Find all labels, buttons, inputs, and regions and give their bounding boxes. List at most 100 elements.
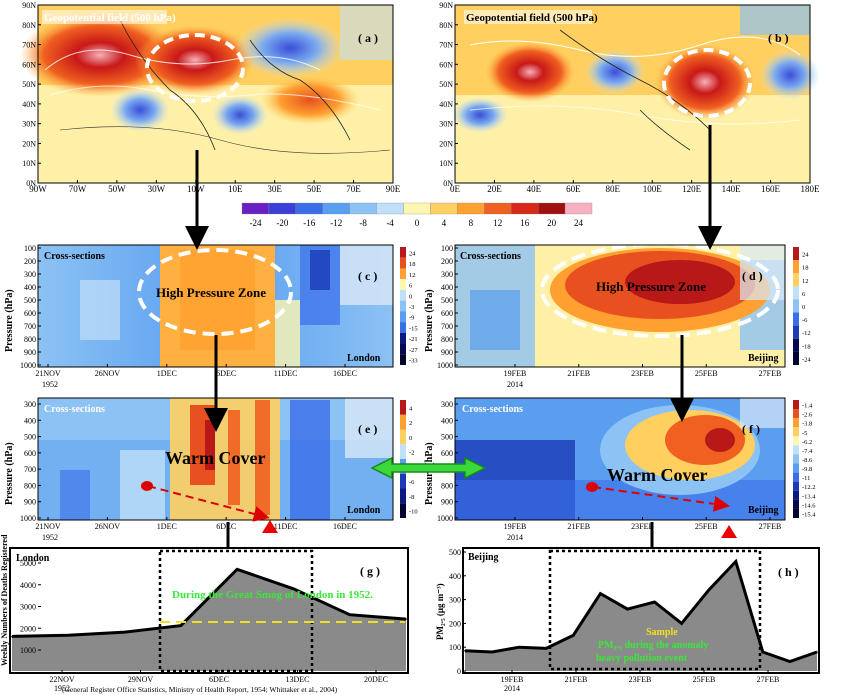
panel-f-colorbar-swatch (793, 490, 799, 500)
panel-f-city: Beijing (748, 505, 779, 516)
map-b-lat-tick-label: 30N (439, 120, 453, 129)
panel-c-title: Cross-sections (44, 251, 105, 262)
panel-d-colorbar-swatch (793, 247, 799, 261)
chart-h-point (762, 651, 764, 653)
map-b-lon-axis: 0E 20E 40E 60E 80E 100E 120E 140E 160E 180E (450, 180, 820, 194)
panel-f-colorbar-tick-label: -15.4 (802, 511, 816, 518)
main-colorbar-tick-label: -20 (276, 218, 288, 228)
panel-e-y-tick-label: 900 (24, 498, 36, 507)
map-b-lon-tick-label: 100E (643, 184, 663, 194)
map-a-lat-tick-label: 90N (22, 1, 36, 10)
map-b-label: ( b ) (768, 31, 789, 45)
chart-h-x-axis: 19FEB 21FEB 23FEB 25FEB 27FEB 2014 (501, 670, 779, 693)
map-a-lat-tick-label: 50N (22, 80, 36, 89)
chart-h-x-tick-label: 25FEB (693, 675, 716, 684)
panel-c-city: London (347, 353, 381, 364)
highlight-ellipse-a (145, 33, 245, 103)
panel-f-x-tick-label: 27FEB (759, 522, 782, 531)
panel-e-colorbar-tick-label: -10 (409, 509, 418, 516)
chart-h-highlight-box (548, 549, 762, 671)
panel-f-x-tick-label: 21FEB (567, 522, 590, 531)
panel-f-colorbar-swatch (793, 436, 799, 446)
map-b-lon-tick-label: 0E (450, 184, 461, 194)
panel-d-y-tick-label: 500 (441, 296, 453, 305)
main-colorbar-swatch (403, 202, 431, 215)
chart-g-ylabel: Weekly Numbers of Deaths Registered (0, 534, 9, 666)
map-b-lat-tick-label: 0N (443, 179, 453, 188)
panel-c-colorbar-swatch (400, 322, 406, 333)
panel-f-colorbar-tick-label: -2.6 (802, 412, 813, 419)
panel-e-year: 1952 (42, 533, 58, 542)
chart-g-line (11, 567, 407, 638)
panel-e-y-tick-label: 500 (24, 433, 36, 442)
panel-c-colorbar-swatch (400, 279, 406, 290)
panel-c-colorbar-tick-label: 6 (409, 283, 413, 290)
chart-h-point (680, 622, 683, 625)
chart-g-point (405, 618, 407, 620)
chart-h-point (707, 589, 710, 591)
map-a-label: ( a ) (358, 31, 378, 45)
panel-e-y-tick-label: 1000 (20, 514, 36, 523)
main-colorbar-tick-label: 12 (493, 218, 502, 228)
map-b: Geopotential field (500 hPa) ( b ) (452, 4, 820, 184)
main-colorbar-swatch (484, 202, 512, 215)
main-colorbar-tick-label: -8 (359, 218, 367, 228)
chart-h-point (518, 646, 520, 648)
panel-c-x-axis: 21NOV 26NOV 1DEC 6DEC 11DEC 16DEC 1952 (35, 364, 357, 389)
chart-h-point (464, 650, 466, 652)
panel-d-x-tick-label: 21FEB (567, 369, 590, 378)
panel-f-y-tick-label: 900 (441, 498, 453, 507)
panel-d-city: Beijing (748, 353, 779, 364)
map-b-lat-tick-label: 60N (439, 60, 453, 69)
panel-e-colorbar-swatch (400, 429, 406, 445)
panel-e-title: Cross-sections (44, 404, 105, 415)
panel-d-colorbar-swatch (793, 338, 799, 352)
panel-f-x-tick-label: 23FEB (631, 522, 654, 531)
panel-f-colorbar-tick-label: -14.6 (802, 502, 816, 509)
main-colorbar-tick-label: -4 (386, 218, 394, 228)
chart-h-y-tick-label: 500 (449, 548, 461, 557)
map-a-lat-tick-label: 0N (26, 179, 36, 188)
comparison-double-arrow (370, 456, 487, 480)
main-colorbar-swatch (268, 202, 296, 215)
main-colorbar-tick-label: 8 (469, 218, 474, 228)
panel-f-x-axis: 19FEB 21FEB 23FEB 25FEB 27FEB 2014 (504, 517, 782, 542)
chart-h-y-axis: 0 100 200 300 400 500 (449, 548, 466, 676)
chart-g-x-tick-label: 22NOV (49, 675, 75, 684)
panel-c-zone-label: High Pressure Zone (156, 285, 266, 300)
panel-d-colorbar-swatch (793, 299, 799, 313)
panel-d-colorbar-tick-label: 12 (802, 278, 809, 285)
panel-f-colorbar-tick-label: -1.4 (802, 403, 813, 410)
main-colorbar-swatch (457, 202, 485, 215)
panel-e-y-tick-label: 400 (24, 416, 36, 425)
panel-e-ylabel: Pressure (hPa) (4, 442, 15, 505)
chart-h-point (572, 634, 575, 637)
map-b-lat-tick-label: 70N (439, 41, 453, 50)
panel-f-colorbar-swatch (793, 409, 799, 419)
chart-h-point (735, 560, 737, 563)
chart-g-point (67, 634, 70, 637)
panel-c-colorbar-tick-label: -15 (409, 325, 418, 332)
chart-h-y-tick-label: 100 (449, 643, 461, 652)
map-b-title: Geopotential field (500 hPa) (466, 12, 598, 24)
panel-c-y-tick-label: 900 (24, 348, 36, 357)
map-b-lon-tick-label: 180E (801, 184, 821, 194)
panel-d-x-axis: 19FEB 21FEB 23FEB 25FEB 27FEB 2014 (504, 364, 781, 389)
panel-e-colorbar-tick-label: 4 (409, 405, 413, 412)
chart-g-y-tick-label: 2000 (20, 624, 36, 633)
map-a-lat-tick-label: 40N (22, 100, 36, 109)
panel-c-colorbar: 24 18 12 6 0 -3 -9 -15 -21 -27 -33 (400, 247, 418, 365)
main-colorbar-tick-label: -12 (330, 218, 342, 228)
panel-e-cover-label: Warm Cover (165, 448, 265, 468)
main-colorbar-tick-label: -16 (303, 218, 315, 228)
map-b-lat-tick-label: 50N (439, 80, 453, 89)
map-a-lon-tick-label: 50W (108, 184, 126, 194)
panel-c-x-tick-label: 6DEC (216, 369, 236, 378)
panel-f-title: Cross-sections (462, 404, 523, 415)
main-colorbar-tick-label: 20 (547, 218, 557, 228)
chart-g-point (236, 568, 238, 571)
chart-g-point (123, 631, 126, 633)
panel-c-year: 1952 (42, 380, 58, 389)
panel-c-label: ( c ) (358, 269, 377, 283)
panel-f-colorbar-swatch (793, 427, 799, 437)
